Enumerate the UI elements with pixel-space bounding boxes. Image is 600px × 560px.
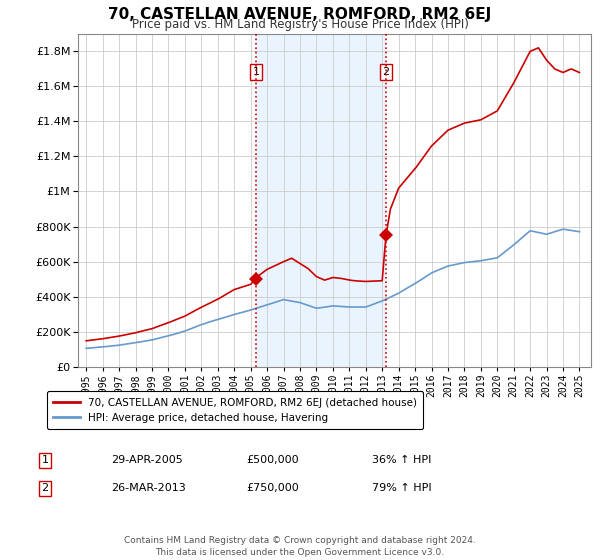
Text: 70, CASTELLAN AVENUE, ROMFORD, RM2 6EJ: 70, CASTELLAN AVENUE, ROMFORD, RM2 6EJ bbox=[109, 7, 491, 22]
Text: 29-APR-2005: 29-APR-2005 bbox=[111, 455, 183, 465]
Legend: 70, CASTELLAN AVENUE, ROMFORD, RM2 6EJ (detached house), HPI: Average price, det: 70, CASTELLAN AVENUE, ROMFORD, RM2 6EJ (… bbox=[47, 391, 423, 429]
Text: £750,000: £750,000 bbox=[246, 483, 299, 493]
Text: 36% ↑ HPI: 36% ↑ HPI bbox=[372, 455, 431, 465]
Text: 2: 2 bbox=[382, 67, 389, 77]
Text: Price paid vs. HM Land Registry's House Price Index (HPI): Price paid vs. HM Land Registry's House … bbox=[131, 18, 469, 31]
Text: 1: 1 bbox=[253, 67, 259, 77]
Text: 26-MAR-2013: 26-MAR-2013 bbox=[111, 483, 186, 493]
Text: 2: 2 bbox=[41, 483, 49, 493]
Text: 79% ↑ HPI: 79% ↑ HPI bbox=[372, 483, 431, 493]
Text: Contains HM Land Registry data © Crown copyright and database right 2024.
This d: Contains HM Land Registry data © Crown c… bbox=[124, 536, 476, 557]
Text: 1: 1 bbox=[41, 455, 49, 465]
Bar bbox=[256, 34, 386, 367]
Text: £500,000: £500,000 bbox=[246, 455, 299, 465]
